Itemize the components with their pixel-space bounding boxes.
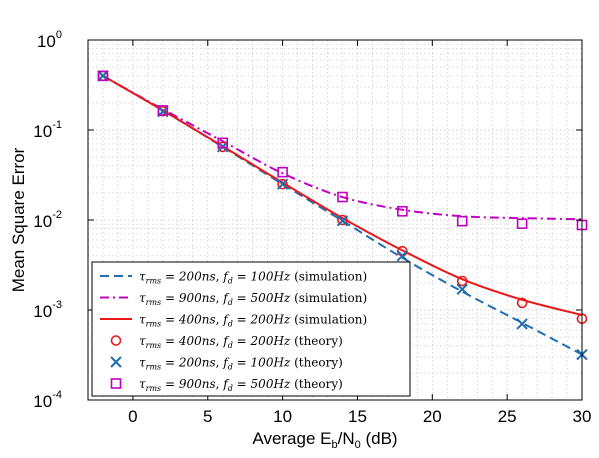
data-point [516, 318, 528, 330]
data-point-stroke [516, 318, 528, 330]
data-point [276, 178, 289, 190]
legend-label: τrms = 900ns, fd = 500Hz (simulation) [139, 291, 367, 307]
x-tick-label: 0 [128, 407, 137, 426]
data-point [456, 215, 468, 227]
data-point-stroke [336, 215, 349, 227]
data-point [97, 70, 109, 82]
legend: τrms = 200ns, fd = 100Hz (simulation) τrm… [91, 261, 411, 397]
legend-label: τrms = 900ns, fd = 500Hz (theory) [139, 377, 343, 393]
x-axis-label: Average Eb/N0 (dB) [252, 429, 397, 451]
data-point [337, 191, 348, 203]
x-tick-label: 25 [498, 407, 517, 426]
legend-label: τrms = 400ns, fd = 200Hz (simulation) [139, 313, 367, 329]
data-point-stroke [97, 70, 109, 82]
legend-label: τrms = 200ns, fd = 100Hz (theory) [139, 356, 343, 372]
legend-marker-sample-stroke [110, 356, 122, 368]
axis-ticks: 0 5 10 15 20 25 30 10-4 10-3 10-2 10-1 100 [33, 29, 591, 426]
x-tick-label: 10 [273, 407, 292, 426]
legend-entry: τrms = 900ns, fd = 500Hz (simulation) [100, 291, 367, 307]
data-point [97, 70, 109, 82]
data-point [157, 105, 169, 116]
legend-box [91, 261, 411, 397]
legend-entry: τrms = 200ns, fd = 100Hz (theory) [110, 356, 343, 372]
legend-label: τrms = 400ns, fd = 200Hz (theory) [139, 334, 343, 350]
legend-label: τrms = 200ns, fd = 100Hz (simulation) [139, 270, 367, 286]
legend-entry: τrms = 200ns, fd = 100Hz (simulation) [100, 270, 367, 286]
y-tick-label: 10-1 [33, 119, 62, 141]
x-tick-label: 5 [203, 407, 212, 426]
legend-marker-sample [110, 335, 122, 346]
y-axis-label: Mean Square Error [9, 147, 28, 292]
data-point-stroke [276, 178, 289, 190]
series-line [102, 74, 583, 316]
data-point [277, 166, 288, 178]
legend-entry: τrms = 400ns, fd = 200Hz (theory) [110, 334, 343, 350]
legend-entry: τrms = 900ns, fd = 500Hz (theory) [110, 377, 343, 393]
data-point [397, 205, 408, 217]
data-point [516, 218, 528, 229]
data-point [277, 178, 288, 190]
y-tick-label: 10-4 [33, 389, 62, 411]
y-tick-label: 100 [37, 29, 62, 51]
y-tick-label: 10-2 [33, 209, 62, 231]
series-6 [97, 70, 588, 231]
x-tick-label: 15 [348, 407, 367, 426]
series-line [102, 74, 583, 221]
data-point [456, 275, 468, 287]
data-point [516, 297, 528, 309]
data-point [337, 214, 348, 226]
series-layer [97, 70, 588, 361]
legend-marker-sample [110, 356, 122, 368]
data-point [456, 283, 468, 295]
y-tick-label: 10-3 [33, 299, 62, 321]
series-2 [102, 74, 583, 221]
data-point [396, 250, 409, 262]
data-point [217, 137, 229, 149]
data-point [336, 215, 349, 227]
data-point-stroke [456, 283, 468, 295]
x-tick-label: 20 [423, 407, 442, 426]
data-point-stroke [396, 250, 409, 262]
series-3 [102, 74, 583, 316]
x-tick-label: 30 [573, 407, 592, 426]
legend-entry: τrms = 400ns, fd = 200Hz (simulation) [100, 313, 367, 329]
legend-marker-sample [110, 378, 122, 389]
